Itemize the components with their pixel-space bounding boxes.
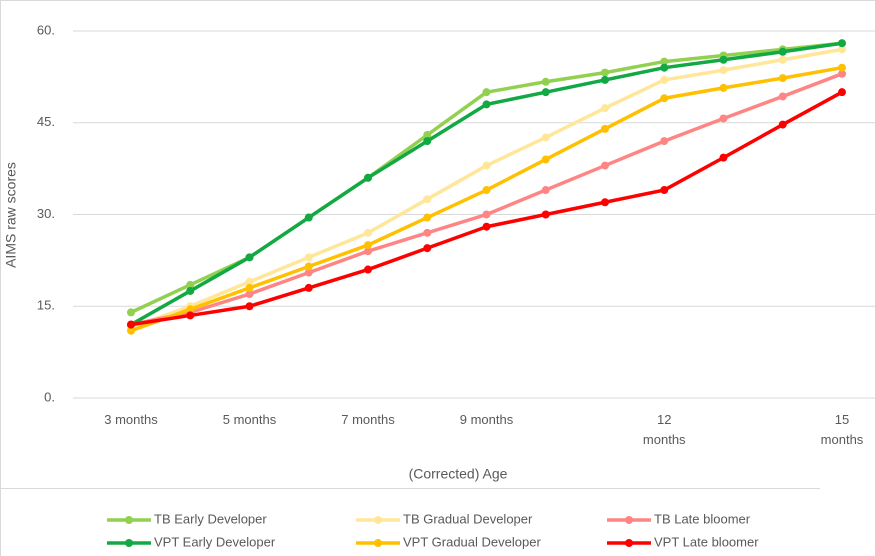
x-tick-label: 3 months (104, 412, 158, 427)
data-point (364, 241, 372, 250)
x-axis-title: (Corrected) Age (409, 466, 508, 482)
data-point (186, 286, 195, 295)
data-point (719, 55, 728, 64)
legend-label: TB Early Developer (154, 511, 267, 526)
data-point (541, 88, 550, 97)
data-point (423, 244, 432, 253)
data-point (186, 280, 195, 289)
data-point (838, 88, 846, 97)
data-point (838, 69, 846, 78)
legend-marker (125, 539, 133, 547)
data-point (601, 68, 609, 77)
x-tick-label: 15 months (820, 412, 864, 447)
data-point (245, 277, 254, 286)
data-point (541, 210, 550, 219)
data-point (541, 155, 550, 164)
series-line (130, 41, 843, 314)
data-point (127, 320, 135, 329)
data-point (304, 283, 313, 292)
legend-label: VPT Late bloomer (654, 534, 759, 549)
data-point (778, 74, 787, 83)
data-point (364, 228, 372, 237)
data-point (245, 302, 254, 311)
data-point (660, 63, 669, 72)
data-point (719, 153, 728, 162)
data-point (304, 213, 313, 222)
data-point (304, 253, 313, 262)
data-point (660, 94, 669, 103)
data-point (541, 133, 550, 142)
legend-marker (625, 516, 633, 524)
data-point (186, 305, 195, 314)
x-tick-label: 12 months (642, 412, 686, 447)
data-point (778, 92, 787, 101)
data-point (482, 186, 491, 195)
y-tick-label: 60. (37, 22, 55, 37)
y-tick-label: 45. (37, 114, 55, 129)
series-line (130, 90, 843, 327)
data-point (304, 268, 313, 277)
legend-marker (374, 539, 382, 547)
y-tick-label: 15. (37, 298, 55, 313)
data-point (601, 75, 609, 84)
data-point (186, 311, 195, 320)
data-point (364, 247, 372, 256)
x-tick-label: 7 months (341, 412, 395, 427)
data-point (719, 83, 728, 92)
data-point (364, 173, 372, 182)
data-point (364, 265, 372, 274)
legend-label: TB Gradual Developer (403, 511, 533, 526)
data-point (423, 137, 432, 146)
data-point (660, 137, 669, 146)
data-point (423, 195, 432, 204)
legend-label: VPT Early Developer (154, 534, 276, 549)
legend-label: TB Late bloomer (654, 511, 751, 526)
data-point (245, 253, 254, 262)
y-tick-label: 30. (37, 206, 55, 221)
data-point (660, 57, 669, 66)
data-point (482, 161, 491, 170)
y-axis-title: AIMS raw scores (3, 162, 19, 268)
data-point (838, 39, 846, 48)
data-point (423, 213, 432, 222)
data-point (778, 47, 787, 56)
data-point (482, 88, 491, 97)
legend-marker (125, 516, 133, 524)
x-tick-label: 5 months (222, 412, 277, 427)
data-point (541, 186, 550, 195)
data-point (245, 290, 254, 299)
data-point (838, 63, 846, 72)
data-point (778, 120, 787, 129)
x-tick-label: 9 months (459, 412, 514, 427)
data-point (245, 283, 254, 292)
data-point (601, 124, 609, 133)
legend-marker (374, 516, 382, 524)
data-point (719, 114, 728, 123)
y-tick-label: 0. (44, 389, 55, 404)
data-point (482, 100, 491, 109)
data-point (541, 77, 550, 86)
data-point (601, 104, 609, 113)
data-point (838, 45, 846, 54)
data-point (127, 308, 135, 317)
data-point (601, 198, 609, 207)
data-point (423, 130, 432, 139)
data-point (660, 75, 669, 84)
data-point (482, 222, 491, 231)
data-point (601, 161, 609, 170)
data-point (304, 262, 313, 271)
data-point (719, 66, 728, 75)
legend-marker (625, 539, 633, 547)
data-point (127, 326, 135, 335)
data-point (778, 55, 787, 64)
data-point (660, 186, 669, 195)
data-point (482, 210, 491, 219)
data-point (423, 228, 432, 237)
legend-label: VPT Gradual Developer (403, 534, 541, 549)
